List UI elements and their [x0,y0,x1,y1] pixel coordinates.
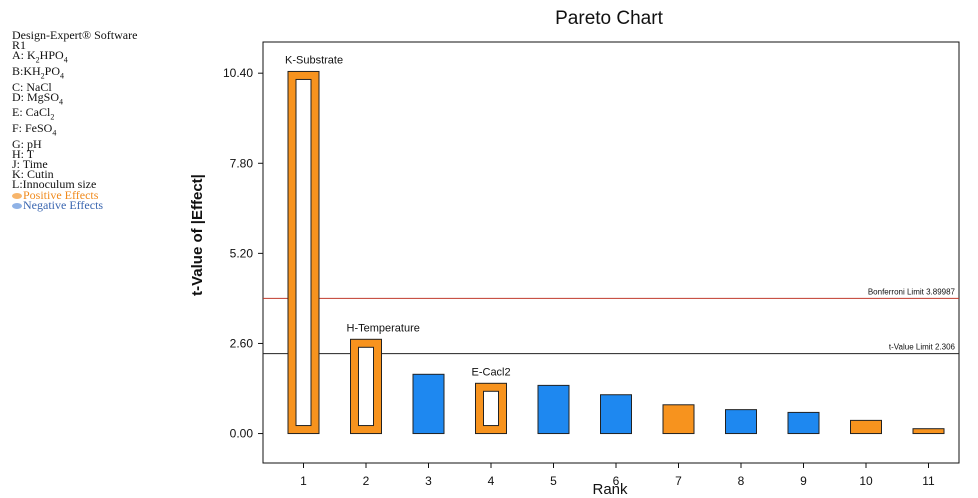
bar [412,373,445,435]
x-tick-label: 4 [488,474,495,488]
x-axis-label: Rank [592,481,628,498]
x-tick-label: 6 [613,474,620,488]
bar-annotation: K-Substrate [285,54,343,66]
bar [912,428,945,435]
y-tick-label: 2.60 [230,336,254,350]
plot-frame [262,41,960,464]
legend-factor-h: H: T [12,146,35,161]
plot-area: 0.00 2.60 5.20 7.80 10.40 1 2 3 4 5 6 7 8 9 10 11 Bonfer… [223,41,960,488]
legend-software: Design-Expert® Software [12,28,138,42]
x-tick-label: 10 [859,474,873,488]
legend-negative-label: Negative Effects [23,197,104,212]
legend-factor-e: E: CaCl2 [12,105,55,122]
chart-title: Pareto Chart [555,8,663,29]
y-tick-label: 10.40 [223,66,253,80]
positive-swatch-icon [12,192,22,199]
legend: Design-Expert® Software R1 A: K2HPO4 B:K… [12,28,192,212]
bar [725,409,757,435]
bar-annotation: H-Temperature [347,322,420,334]
legend-factor-l: L:Innoculum size [12,177,97,192]
y-tick-label: 7.80 [230,156,254,170]
legend-factor-a: A: K2HPO4 [12,48,68,65]
x-tick-label: 8 [738,474,745,488]
negative-swatch-icon [12,203,22,210]
bar-hollow-inner [483,390,499,427]
bar [600,394,632,435]
legend-factor-j: J: Time [12,156,48,171]
legend-factor-f: F: FeSO4 [12,120,57,138]
y-tick-label: 0.00 [230,427,254,441]
x-tick-label: 9 [800,474,807,488]
legend-positive: Positive Effects [12,187,192,202]
bar-hollow-inner [295,78,312,427]
legend-factor-d: D: MgSO4 [12,89,64,107]
legend-response: R1 [12,38,27,53]
x-tick-label: 11 [922,474,935,488]
y-axis-label: t-Value of |Effect| [189,174,206,296]
legend-factor-g: G: pH [12,136,42,151]
bar [537,384,570,435]
legend-positive-label: Positive Effects [23,187,99,202]
legend-factor-b: B:KH2PO4 [12,64,65,81]
legend-factor-k: K: Cutin [12,167,54,182]
x-tick-label: 1 [300,474,307,488]
bonferroni-limit-label: Bonferroni Limit 3.89987 [868,287,956,296]
legend-negative: Negative Effects [12,197,192,212]
legend-factor-c: C: NaCl [12,79,52,94]
t-value-limit-label: t-Value Limit 2.306 [889,343,956,352]
x-tick-label: 5 [550,474,557,488]
bar [662,404,695,435]
x-tick-label: 2 [363,474,370,488]
bar [787,411,820,435]
y-tick-label: 5.20 [230,246,254,260]
bar-annotation: E-Cacl2 [472,366,511,378]
x-tick-label: 7 [675,474,682,488]
bar [850,419,882,435]
x-tick-label: 3 [425,474,432,488]
bar-hollow-inner [358,346,374,427]
